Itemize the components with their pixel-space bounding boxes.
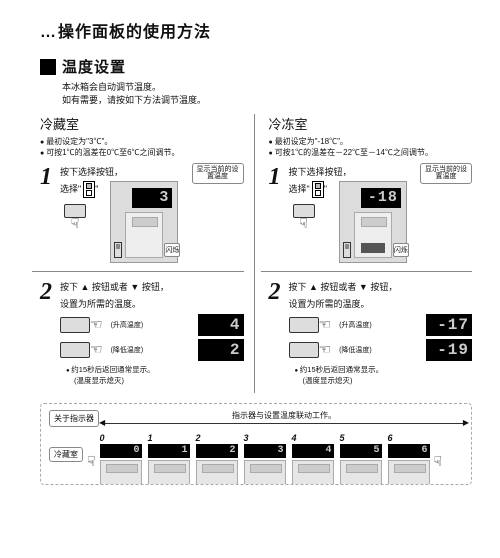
indicator-unit: 11 <box>148 433 190 485</box>
step-number: 2 <box>269 280 289 386</box>
hand-icon: ☟ <box>299 216 308 230</box>
step-number: 1 <box>40 165 60 263</box>
hand-icon: ☟ <box>87 453 96 470</box>
select-icon <box>83 181 95 198</box>
indicator-unit: 55 <box>340 433 382 485</box>
display-callout: 显示当前的设置温度 <box>420 163 472 184</box>
indicator-title: 关于指示器 <box>49 410 99 427</box>
room-title-fridge: 冷藏室 <box>40 114 244 133</box>
section-heading: 温度设置 <box>40 56 472 77</box>
down-button-illustration: ☜ <box>60 342 103 358</box>
indicator-unit: 22 <box>196 433 238 485</box>
lcd-display: 3 <box>132 188 172 208</box>
press-button-illustration: ☟ <box>289 204 319 230</box>
flash-label: 闪烁 <box>393 243 409 257</box>
step-number: 2 <box>40 280 60 386</box>
indicator-room-label: 冷藏室 <box>49 447 83 462</box>
lcd-display: -18 <box>361 188 401 208</box>
flash-label: 闪烁 <box>164 243 180 257</box>
select-icon <box>312 181 324 198</box>
up-button-illustration: ☜ <box>60 317 103 333</box>
lcd-down: -19 <box>426 339 472 361</box>
indicator-unit: 44 <box>292 433 334 485</box>
hand-icon: ☟ <box>71 216 80 230</box>
indicator-box: 关于指示器 指示器与设置温度联动工作。 冷藏室 ☟ 00112233445566… <box>40 403 472 485</box>
indicator-unit: 33 <box>244 433 286 485</box>
lcd-up: -17 <box>426 314 472 336</box>
fridge-column: 冷藏室 最初设定为"3℃"。 可按1℃的温差在0℃至6℃之间调节。 1 显示当前… <box>40 114 254 393</box>
step-number: 1 <box>269 165 289 263</box>
indicator-unit: 66 <box>388 433 430 485</box>
press-button-illustration: ☟ <box>60 204 90 230</box>
display-callout: 显示当前的设置温度 <box>192 163 244 184</box>
up-button-illustration: ☜ <box>289 317 332 333</box>
lcd-up: 4 <box>198 314 244 336</box>
down-button-illustration: ☜ <box>289 342 332 358</box>
indicator-unit: 00 <box>100 433 142 485</box>
room-title-freezer: 冷冻室 <box>269 114 473 133</box>
page-title: …操作面板的使用方法 <box>40 18 472 42</box>
hand-icon: ☟ <box>434 453 443 470</box>
intro-text: 本冰箱会自动调节温度。 如有需要，请按如下方法调节温度。 <box>62 81 472 106</box>
lcd-down: 2 <box>198 339 244 361</box>
freezer-column: 冷冻室 最初设定为"-18℃"。 可按1℃的温差在－22℃至－14℃之间调节。 … <box>254 114 473 393</box>
